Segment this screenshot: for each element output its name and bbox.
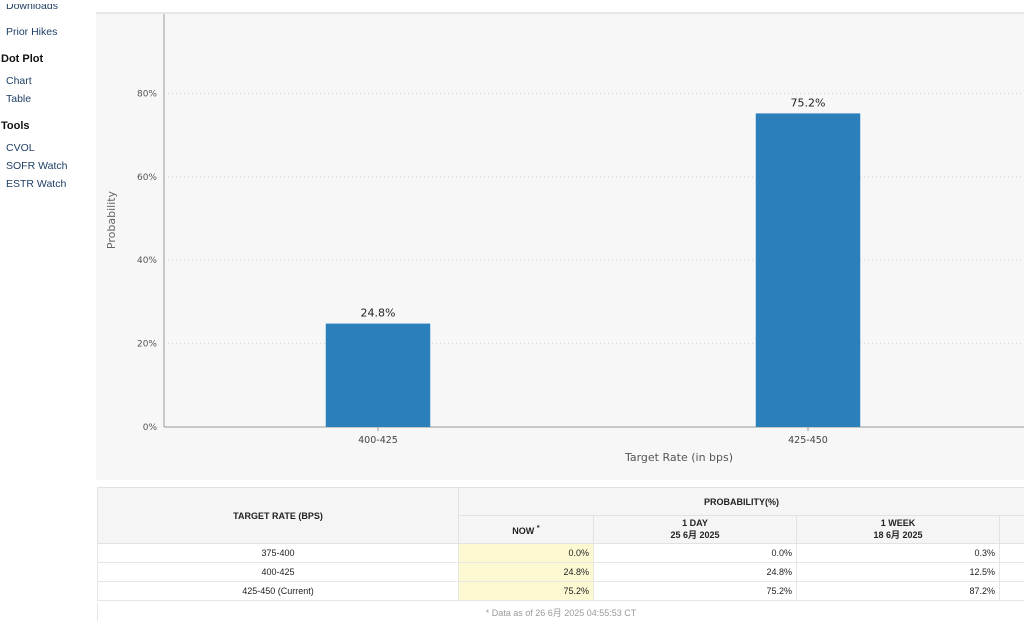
top-divider — [96, 12, 1024, 14]
data-timestamp-footnote: * Data as of 26 6月 2025 04:55:53 CT — [97, 603, 1024, 621]
target-rate-header: TARGET RATE (BPS) — [97, 487, 459, 544]
day-cell: 0.0% — [593, 543, 797, 563]
sidebar-item-cvol[interactable]: CVOL — [6, 142, 35, 154]
x-axis-title: Target Rate (in bps) — [624, 451, 733, 464]
table-row: 425-450 (Current) 75.2% 75.2% 87.2% — [97, 581, 1024, 601]
rate-cell: 400-425 — [97, 562, 459, 582]
now-header: NOW * — [458, 515, 594, 544]
table-row: 375-400 0.0% 0.0% 0.3% — [97, 543, 1024, 563]
y-tick-label: 20% — [137, 340, 157, 350]
sidebar-heading-tools: Tools — [1, 120, 30, 132]
y-tick-label: 60% — [137, 173, 157, 183]
y-tick-label: 80% — [137, 89, 157, 99]
week-cell: 87.2% — [796, 581, 1000, 601]
week-cell: 0.3% — [796, 543, 1000, 563]
data-label: 24.8% — [361, 307, 396, 320]
chart-svg: 0% 20% 40% 60% 80% 24.8% 400-425 75.2% 425-450 P… — [105, 14, 1024, 464]
sidebar-item-estr-watch[interactable]: ESTR Watch — [6, 178, 67, 190]
extra-cell — [999, 581, 1024, 601]
sidebar-item-table[interactable]: Table — [6, 93, 32, 105]
week-cell: 12.5% — [796, 562, 1000, 582]
rate-cell: 425-450 (Current) — [97, 581, 459, 601]
now-cell: 75.2% — [458, 581, 594, 601]
one-week-header-date: 18 6月 2025 — [873, 530, 923, 540]
one-week-header: 1 WEEK 18 6月 2025 — [796, 515, 1000, 544]
sidebar: Downloads Prior Hikes Dot Plot Chart Tab… — [0, 0, 96, 621]
probability-table: TARGET RATE (BPS) PROBABILITY(%) NOW * 1… — [97, 487, 1024, 601]
one-day-header-label: 1 DAY — [682, 518, 708, 528]
extra-cell — [999, 562, 1024, 582]
sidebar-heading-dot-plot: Dot Plot — [1, 53, 44, 65]
bar-425-450 — [755, 113, 861, 427]
now-header-marker: * — [536, 523, 540, 532]
one-day-header: 1 DAY 25 6月 2025 — [593, 515, 797, 544]
probability-chart: 0% 20% 40% 60% 80% 24.8% 400-425 75.2% 425-450 P… — [96, 14, 1024, 480]
table-row: 400-425 24.8% 24.8% 12.5% — [97, 562, 1024, 582]
sidebar-item-chart[interactable]: Chart — [6, 75, 32, 87]
extra-header — [999, 515, 1024, 544]
y-tick-label: 40% — [137, 256, 157, 266]
one-day-header-date: 25 6月 2025 — [670, 530, 720, 540]
now-cell: 0.0% — [458, 543, 594, 563]
bar-400-425 — [325, 323, 431, 427]
day-cell: 75.2% — [593, 581, 797, 601]
now-header-label: NOW — [512, 526, 535, 536]
sidebar-item-downloads[interactable]: Downloads — [6, 4, 58, 11]
data-label: 75.2% — [791, 96, 826, 109]
probability-header: PROBABILITY(%) — [458, 487, 1024, 516]
x-tick-label: 425-450 — [788, 435, 828, 446]
x-tick-label: 400-425 — [358, 435, 398, 446]
sidebar-item-sofr-watch[interactable]: SOFR Watch — [6, 160, 68, 172]
day-cell: 24.8% — [593, 562, 797, 582]
extra-cell — [999, 543, 1024, 563]
sidebar-item-prior-hikes[interactable]: Prior Hikes — [6, 26, 58, 38]
y-axis-title: Probability — [105, 190, 118, 249]
now-cell: 24.8% — [458, 562, 594, 582]
rate-cell: 375-400 — [97, 543, 459, 563]
one-week-header-label: 1 WEEK — [880, 518, 916, 528]
y-tick-label: 0% — [143, 423, 158, 433]
